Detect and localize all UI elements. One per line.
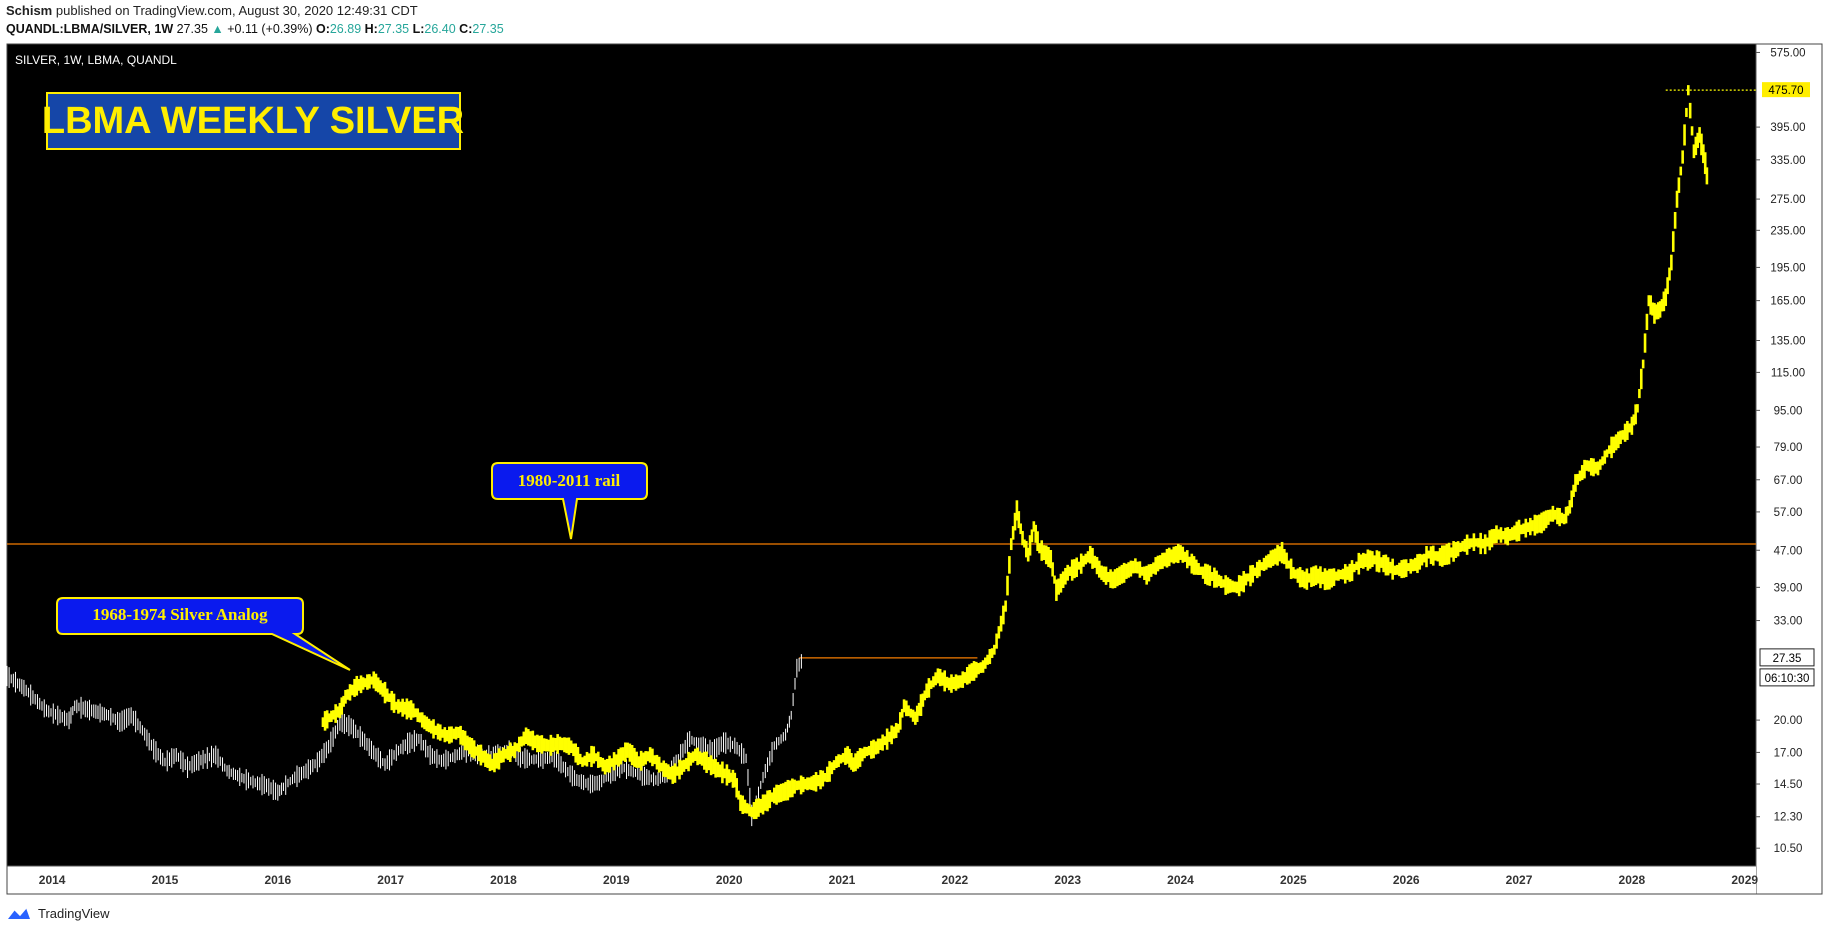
quote-line: QUANDL:LBMA/SILVER, 1W 27.35 ▲ +0.11 (+0…	[6, 21, 504, 37]
y-tick-label: 39.00	[1774, 582, 1803, 594]
time-axis-ticks: 2014 2015 2016 2017 2018 2019 2020 2021 2022 2023…	[39, 873, 1759, 887]
open-label: O:	[315, 22, 330, 36]
y-tick-label: 165.00	[1770, 296, 1805, 308]
max-price-marker: 475.70	[1762, 82, 1810, 98]
y-tick-label: 135.00	[1770, 336, 1805, 348]
y-tick-label: 14.50	[1774, 779, 1803, 791]
rail-callout-text: 1980-2011 rail	[518, 471, 621, 490]
publish-text: published on TradingView.com, August 30,…	[55, 3, 418, 18]
y-tick-label: 57.00	[1774, 507, 1803, 519]
y-tick-label: 47.00	[1774, 545, 1803, 557]
rail-callout: 1980-2011 rail	[491, 462, 648, 540]
max-price-label: 475.70	[1768, 85, 1803, 97]
x-tick-label: 2017	[377, 873, 404, 887]
time-axis[interactable]	[7, 866, 1756, 894]
x-tick-label: 2023	[1054, 873, 1081, 887]
x-tick-label: 2029	[1731, 873, 1758, 887]
price-series	[6, 85, 1709, 827]
symbol-label: SILVER, 1W, LBMA, QUANDL	[15, 53, 177, 67]
price-axis[interactable]	[1756, 44, 1822, 866]
x-tick-label: 2024	[1167, 873, 1194, 887]
y-tick-label: 275.00	[1770, 194, 1805, 206]
y-tick-label: 20.00	[1774, 715, 1803, 727]
x-tick-label: 2026	[1393, 873, 1420, 887]
close-value: 27.35	[472, 22, 504, 36]
last-price-label: 27.35	[1773, 653, 1802, 665]
x-tick-label: 2028	[1619, 873, 1646, 887]
last-price-marker: 27.35 06:10:30	[1759, 648, 1815, 687]
y-tick-label: 17.00	[1774, 747, 1803, 759]
y-tick-label: 195.00	[1770, 262, 1805, 274]
tradingview-logo-icon[interactable]	[6, 905, 32, 921]
x-tick-label: 2027	[1506, 873, 1533, 887]
change-arrow-icon: ▲	[211, 22, 224, 36]
y-tick-label: 33.00	[1774, 616, 1803, 628]
y-tick-label: 115.00	[1771, 367, 1805, 379]
plot-background	[7, 44, 1756, 866]
x-tick-label: 2014	[39, 873, 66, 887]
price-change: +0.11 (+0.39%)	[227, 22, 313, 36]
y-tick-label: 10.50	[1774, 843, 1803, 855]
series-1	[321, 85, 1709, 820]
open-value: 26.89	[329, 22, 362, 36]
y-tick-label: 95.00	[1774, 405, 1803, 417]
low-label: L:	[412, 22, 425, 36]
y-tick-label: 335.00	[1770, 155, 1805, 167]
countdown-label: 06:10:30	[1765, 673, 1810, 685]
y-tick-label: 79.00	[1774, 442, 1803, 454]
y-tick-label: 12.30	[1774, 812, 1803, 824]
title-box: LBMA WEEKLY SILVER	[42, 92, 464, 150]
high-value: 27.35	[377, 22, 410, 36]
x-tick-label: 2020	[716, 873, 743, 887]
x-tick-label: 2019	[603, 873, 630, 887]
price-axis-ticks: 575.00 395.00 335.00 275.00 235.00 195.00 165.…	[1756, 47, 1806, 855]
x-tick-label: 2015	[152, 873, 179, 887]
analog-callout: 1968-1974 Silver Analog	[56, 597, 351, 671]
x-tick-label: 2022	[941, 873, 968, 887]
x-tick-label: 2018	[490, 873, 517, 887]
series-0	[6, 654, 802, 827]
y-tick-label: 235.00	[1770, 225, 1805, 237]
y-tick-label: 395.00	[1770, 122, 1805, 134]
last-price: 27.35	[176, 22, 208, 36]
brand-name[interactable]: TradingView	[38, 905, 110, 921]
publish-info: Schism published on TradingView.com, Aug…	[6, 3, 418, 19]
low-value: 26.40	[424, 22, 456, 36]
y-tick-label: 67.00	[1774, 475, 1803, 487]
x-tick-label: 2021	[829, 873, 856, 887]
author-name[interactable]: Schism	[6, 3, 53, 18]
high-label: H:	[364, 22, 378, 36]
y-tick-label: 575.00	[1770, 47, 1805, 59]
chart-border	[6, 43, 1823, 895]
symbol-name: QUANDL:LBMA/SILVER, 1W	[6, 22, 174, 36]
close-label: C:	[459, 22, 473, 36]
footer: TradingView	[6, 902, 110, 924]
analog-callout-text: 1968-1974 Silver Analog	[92, 605, 268, 624]
chart-title: LBMA WEEKLY SILVER	[42, 100, 464, 142]
x-tick-label: 2016	[264, 873, 291, 887]
x-tick-label: 2025	[1280, 873, 1307, 887]
